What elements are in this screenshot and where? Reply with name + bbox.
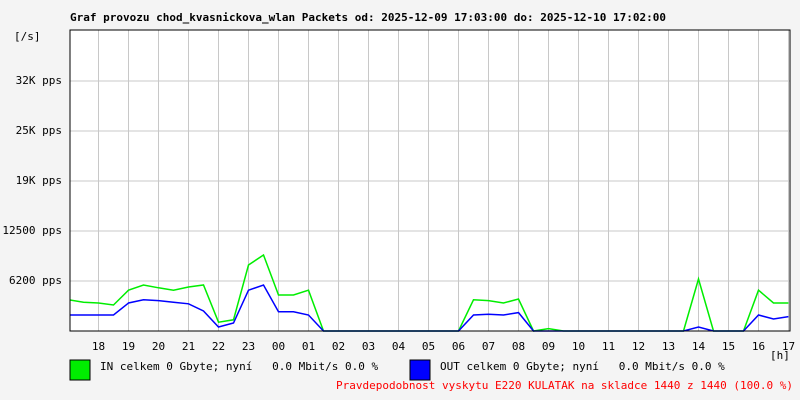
x-tick-label: 23: [242, 340, 255, 353]
x-tick-label: 13: [662, 340, 675, 353]
y-tick-label: 12500 pps: [2, 224, 62, 237]
legend-label: OUT celkem 0 Gbyte; nyní 0.0 Mbit/s 0.0 …: [440, 360, 725, 373]
x-tick-label: 19: [122, 340, 135, 353]
x-tick-label: 03: [362, 340, 375, 353]
x-tick-label: 07: [482, 340, 495, 353]
y-tick-label: 6200 pps: [9, 274, 62, 287]
x-tick-label: 17: [782, 340, 795, 353]
x-tick-label: 08: [512, 340, 525, 353]
x-tick-label: 18: [92, 340, 105, 353]
chart-title: Graf provozu chod_kvasnickova_wlan Packe…: [70, 11, 666, 24]
legend-swatch: [69, 359, 91, 381]
x-tick-label: 15: [722, 340, 735, 353]
x-tick-label: 11: [602, 340, 615, 353]
y-tick-label: 19K pps: [16, 174, 62, 187]
y-tick-label: 25K pps: [16, 124, 62, 137]
x-tick-label: 10: [572, 340, 585, 353]
x-tick-label: 20: [152, 340, 165, 353]
y-axis-label: [/s]: [14, 30, 41, 43]
x-tick-label: 00: [272, 340, 285, 353]
x-axis-label: [h]: [770, 349, 790, 362]
legend-swatch: [409, 359, 431, 381]
x-tick-label: 16: [752, 340, 765, 353]
x-tick-label: 12: [632, 340, 645, 353]
x-tick-label: 14: [692, 340, 706, 353]
y-tick-label: 32K pps: [16, 74, 62, 87]
x-tick-label: 09: [542, 340, 555, 353]
x-tick-label: 04: [392, 340, 406, 353]
x-tick-label: 05: [422, 340, 435, 353]
x-tick-label: 21: [182, 340, 195, 353]
x-tick-label: 22: [212, 340, 225, 353]
x-tick-label: 02: [332, 340, 345, 353]
x-tick-label: 01: [302, 340, 315, 353]
plot-border: [69, 29, 791, 332]
x-tick-label: 06: [452, 340, 465, 353]
footer: Pravdepodobnost vyskytu E220 KULATAK na …: [336, 379, 793, 392]
legend-label: IN celkem 0 Gbyte; nyní 0.0 Mbit/s 0.0 %: [100, 360, 379, 373]
